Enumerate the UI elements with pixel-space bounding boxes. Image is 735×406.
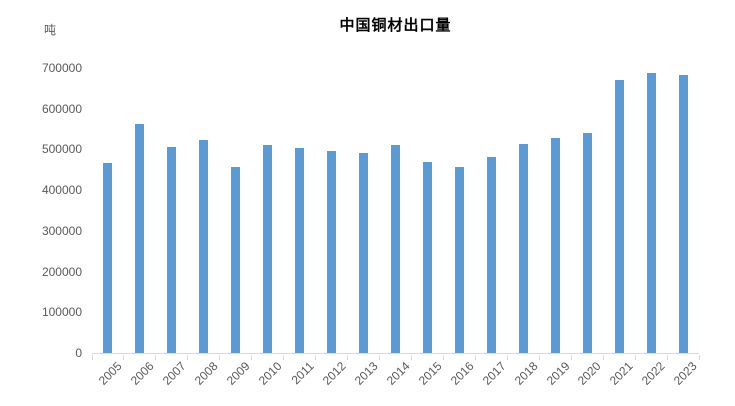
- x-axis-tick: [123, 354, 125, 360]
- x-axis-tick: [698, 354, 700, 360]
- x-axis-tick: [379, 354, 381, 360]
- x-axis-tick: [155, 354, 157, 360]
- x-axis-label-2019: 2019: [543, 359, 573, 388]
- y-axis-labels: 0 100000 200000 300000 400000 500000 600000 700…: [0, 61, 84, 360]
- x-axis-label-2005: 2005: [96, 359, 125, 388]
- x-axis-tick: [283, 354, 285, 360]
- x-axis-label-2022: 2022: [639, 359, 668, 388]
- x-axis-label-2015: 2015: [415, 359, 445, 388]
- x-axis-tick: [634, 354, 636, 360]
- x-axis-tick: [474, 354, 476, 360]
- x-axis-tick: [187, 354, 189, 360]
- y-axis-label-200000: 200000: [41, 264, 82, 279]
- plot-area: [91, 68, 700, 360]
- bar-2023: [678, 74, 688, 353]
- x-axis-labels: 2005 2006 2007 2008 2009 2010 2011 2012 2013 2014…: [92, 358, 700, 406]
- x-axis-tick: [91, 354, 93, 360]
- bar-2006: [135, 123, 145, 353]
- x-axis-label-2013: 2013: [351, 359, 381, 388]
- x-axis-tick: [570, 354, 572, 360]
- x-axis-label-2018: 2018: [511, 359, 541, 388]
- x-axis-label-2021: 2021: [607, 359, 637, 388]
- bar-2012: [327, 150, 337, 353]
- y-axis-label-500000: 500000: [41, 142, 82, 157]
- bar-2008: [199, 140, 209, 353]
- y-axis-unit-label: 吨: [44, 23, 57, 37]
- x-axis-label-2012: 2012: [319, 359, 349, 388]
- y-axis-label-100000: 100000: [41, 305, 82, 320]
- bar-2019: [550, 138, 560, 353]
- bar-2007: [167, 147, 177, 353]
- x-axis-label-2008: 2008: [191, 359, 221, 388]
- y-axis-label-400000: 400000: [41, 183, 82, 198]
- x-axis-tick: [347, 354, 349, 360]
- x-axis-tick: [602, 354, 604, 360]
- x-axis-label-2007: 2007: [159, 359, 189, 388]
- x-axis-label-2016: 2016: [447, 359, 477, 388]
- y-axis-label-300000: 300000: [41, 223, 82, 238]
- bar-2010: [263, 144, 273, 353]
- x-axis-tick: [506, 354, 508, 360]
- bar-2009: [231, 166, 241, 353]
- x-axis-tick: [315, 354, 317, 360]
- bar-2013: [359, 152, 369, 353]
- x-axis-tick: [219, 354, 221, 360]
- x-axis-label-2006: 2006: [128, 359, 157, 388]
- bar-2011: [295, 147, 305, 353]
- x-axis-tick: [442, 354, 444, 360]
- x-axis-tick: [251, 354, 253, 360]
- x-axis-label-2011: 2011: [288, 359, 317, 388]
- x-axis-tick: [666, 354, 668, 360]
- x-axis-label-2009: 2009: [223, 359, 253, 388]
- y-axis-label-600000: 600000: [41, 101, 82, 116]
- x-axis-label-2014: 2014: [383, 359, 413, 388]
- x-axis-label-2020: 2020: [575, 359, 605, 388]
- bar-2020: [582, 133, 592, 353]
- bar-2005: [103, 162, 113, 353]
- y-axis-label-0: 0: [75, 346, 82, 360]
- bar-2022: [646, 72, 656, 353]
- bar-2017: [486, 157, 496, 353]
- x-axis-label-2017: 2017: [479, 359, 509, 388]
- x-axis-tick: [410, 354, 412, 360]
- x-axis-label-2010: 2010: [255, 359, 285, 388]
- y-axis-label-700000: 700000: [41, 61, 82, 75]
- bar-2016: [454, 166, 464, 353]
- x-axis-tick: [538, 354, 540, 360]
- bar-2015: [422, 162, 432, 353]
- bar-2018: [518, 143, 528, 353]
- bar-2014: [391, 144, 400, 353]
- chart-title: 中国铜材出口量: [339, 17, 452, 34]
- bar-2021: [614, 80, 624, 353]
- x-axis-label-2023: 2023: [671, 359, 700, 388]
